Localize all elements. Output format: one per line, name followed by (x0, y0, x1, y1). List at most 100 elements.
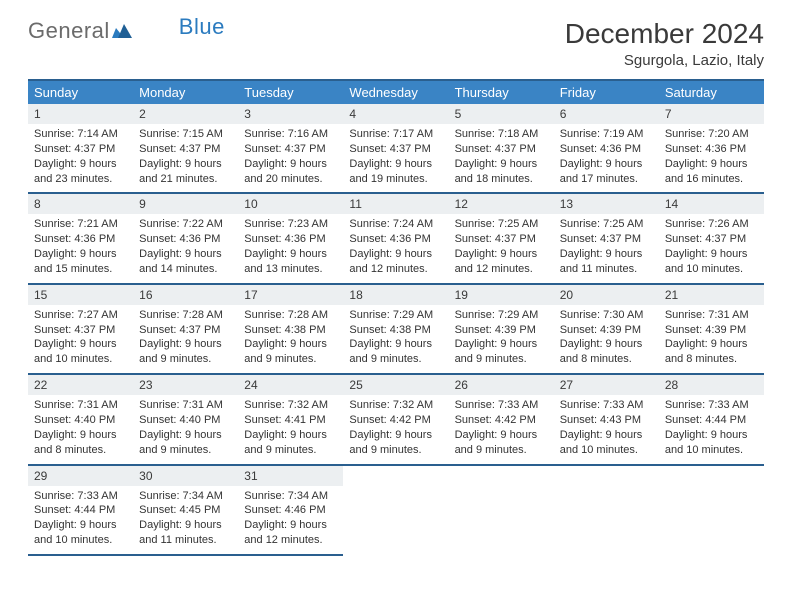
day-sunrise-text: Sunrise: 7:33 AM (665, 398, 758, 413)
day-number: 28 (659, 375, 764, 395)
day-number: 18 (343, 285, 448, 305)
day-day1-text: Daylight: 9 hours (34, 247, 127, 262)
day-cell: 6Sunrise: 7:19 AMSunset: 4:36 PMDaylight… (554, 104, 659, 193)
day-sunset-text: Sunset: 4:37 PM (455, 142, 548, 157)
day-sunset-text: Sunset: 4:39 PM (455, 323, 548, 338)
day-day2-text: and 9 minutes. (244, 352, 337, 367)
day-sunrise-text: Sunrise: 7:27 AM (34, 308, 127, 323)
day-sunset-text: Sunset: 4:37 PM (560, 232, 653, 247)
day-day1-text: Daylight: 9 hours (665, 247, 758, 262)
day-sunset-text: Sunset: 4:36 PM (34, 232, 127, 247)
day-day1-text: Daylight: 9 hours (349, 157, 442, 172)
day-day1-text: Daylight: 9 hours (349, 428, 442, 443)
day-cell: 13Sunrise: 7:25 AMSunset: 4:37 PMDayligh… (554, 193, 659, 283)
day-number: 24 (238, 375, 343, 395)
day-details: Sunrise: 7:29 AMSunset: 4:39 PMDaylight:… (449, 305, 554, 373)
day-day2-text: and 16 minutes. (665, 172, 758, 187)
day-cell: 21Sunrise: 7:31 AMSunset: 4:39 PMDayligh… (659, 284, 764, 374)
day-day2-text: and 11 minutes. (560, 262, 653, 277)
day-cell: 3Sunrise: 7:16 AMSunset: 4:37 PMDaylight… (238, 104, 343, 193)
day-day2-text: and 14 minutes. (139, 262, 232, 277)
day-day1-text: Daylight: 9 hours (139, 337, 232, 352)
day-day1-text: Daylight: 9 hours (560, 428, 653, 443)
weekday-header: Monday (133, 80, 238, 104)
day-day2-text: and 21 minutes. (139, 172, 232, 187)
day-number: 23 (133, 375, 238, 395)
day-sunrise-text: Sunrise: 7:16 AM (244, 127, 337, 142)
day-day1-text: Daylight: 9 hours (34, 518, 127, 533)
day-cell: 18Sunrise: 7:29 AMSunset: 4:38 PMDayligh… (343, 284, 448, 374)
day-day1-text: Daylight: 9 hours (139, 428, 232, 443)
day-sunrise-text: Sunrise: 7:21 AM (34, 217, 127, 232)
day-sunset-text: Sunset: 4:39 PM (665, 323, 758, 338)
day-sunset-text: Sunset: 4:39 PM (560, 323, 653, 338)
day-sunrise-text: Sunrise: 7:32 AM (244, 398, 337, 413)
day-day2-text: and 10 minutes. (560, 443, 653, 458)
day-details: Sunrise: 7:17 AMSunset: 4:37 PMDaylight:… (343, 124, 448, 192)
day-day2-text: and 9 minutes. (349, 352, 442, 367)
calendar-week-row: 8Sunrise: 7:21 AMSunset: 4:36 PMDaylight… (28, 193, 764, 283)
day-number: 30 (133, 466, 238, 486)
day-sunset-text: Sunset: 4:46 PM (244, 503, 337, 518)
day-cell: 10Sunrise: 7:23 AMSunset: 4:36 PMDayligh… (238, 193, 343, 283)
day-day1-text: Daylight: 9 hours (455, 157, 548, 172)
day-sunset-text: Sunset: 4:36 PM (349, 232, 442, 247)
day-day2-text: and 19 minutes. (349, 172, 442, 187)
day-details: Sunrise: 7:27 AMSunset: 4:37 PMDaylight:… (28, 305, 133, 373)
day-sunrise-text: Sunrise: 7:28 AM (244, 308, 337, 323)
day-details: Sunrise: 7:15 AMSunset: 4:37 PMDaylight:… (133, 124, 238, 192)
logo-text-part1: General (28, 18, 110, 44)
day-details: Sunrise: 7:24 AMSunset: 4:36 PMDaylight:… (343, 214, 448, 282)
weekday-header: Saturday (659, 80, 764, 104)
day-details: Sunrise: 7:26 AMSunset: 4:37 PMDaylight:… (659, 214, 764, 282)
day-cell: 15Sunrise: 7:27 AMSunset: 4:37 PMDayligh… (28, 284, 133, 374)
location-text: Sgurgola, Lazio, Italy (565, 52, 764, 69)
day-day2-text: and 9 minutes. (139, 443, 232, 458)
day-sunrise-text: Sunrise: 7:29 AM (455, 308, 548, 323)
day-sunrise-text: Sunrise: 7:31 AM (139, 398, 232, 413)
day-day2-text: and 9 minutes. (455, 443, 548, 458)
day-cell: 20Sunrise: 7:30 AMSunset: 4:39 PMDayligh… (554, 284, 659, 374)
day-day1-text: Daylight: 9 hours (560, 337, 653, 352)
day-sunrise-text: Sunrise: 7:28 AM (139, 308, 232, 323)
day-sunrise-text: Sunrise: 7:32 AM (349, 398, 442, 413)
day-sunrise-text: Sunrise: 7:33 AM (34, 489, 127, 504)
weekday-header: Thursday (449, 80, 554, 104)
day-sunset-text: Sunset: 4:38 PM (349, 323, 442, 338)
day-sunset-text: Sunset: 4:37 PM (665, 232, 758, 247)
calendar-body: 1Sunrise: 7:14 AMSunset: 4:37 PMDaylight… (28, 104, 764, 555)
day-number: 2 (133, 104, 238, 124)
day-sunrise-text: Sunrise: 7:29 AM (349, 308, 442, 323)
day-day1-text: Daylight: 9 hours (560, 157, 653, 172)
day-sunrise-text: Sunrise: 7:33 AM (560, 398, 653, 413)
day-sunset-text: Sunset: 4:45 PM (139, 503, 232, 518)
day-number: 20 (554, 285, 659, 305)
calendar-week-row: 29Sunrise: 7:33 AMSunset: 4:44 PMDayligh… (28, 465, 764, 555)
logo: General Blue (28, 18, 225, 44)
day-sunset-text: Sunset: 4:42 PM (455, 413, 548, 428)
day-sunrise-text: Sunrise: 7:17 AM (349, 127, 442, 142)
day-day2-text: and 12 minutes. (244, 533, 337, 548)
day-sunrise-text: Sunrise: 7:26 AM (665, 217, 758, 232)
page-header: General Blue December 2024 Sgurgola, Laz… (28, 18, 764, 69)
logo-text-part2: Blue (179, 14, 225, 40)
day-sunrise-text: Sunrise: 7:25 AM (455, 217, 548, 232)
day-day2-text: and 18 minutes. (455, 172, 548, 187)
day-sunrise-text: Sunrise: 7:19 AM (560, 127, 653, 142)
day-cell: 29Sunrise: 7:33 AMSunset: 4:44 PMDayligh… (28, 465, 133, 555)
day-day1-text: Daylight: 9 hours (665, 337, 758, 352)
day-day2-text: and 8 minutes. (34, 443, 127, 458)
day-sunset-text: Sunset: 4:37 PM (349, 142, 442, 157)
day-day1-text: Daylight: 9 hours (244, 518, 337, 533)
day-day1-text: Daylight: 9 hours (34, 428, 127, 443)
day-sunrise-text: Sunrise: 7:25 AM (560, 217, 653, 232)
weekday-header-row: Sunday Monday Tuesday Wednesday Thursday… (28, 80, 764, 104)
day-day2-text: and 10 minutes. (665, 262, 758, 277)
day-number: 4 (343, 104, 448, 124)
day-details: Sunrise: 7:20 AMSunset: 4:36 PMDaylight:… (659, 124, 764, 192)
day-cell: 17Sunrise: 7:28 AMSunset: 4:38 PMDayligh… (238, 284, 343, 374)
day-cell: 23Sunrise: 7:31 AMSunset: 4:40 PMDayligh… (133, 374, 238, 464)
day-sunset-text: Sunset: 4:37 PM (244, 142, 337, 157)
calendar-week-row: 15Sunrise: 7:27 AMSunset: 4:37 PMDayligh… (28, 284, 764, 374)
day-day2-text: and 23 minutes. (34, 172, 127, 187)
